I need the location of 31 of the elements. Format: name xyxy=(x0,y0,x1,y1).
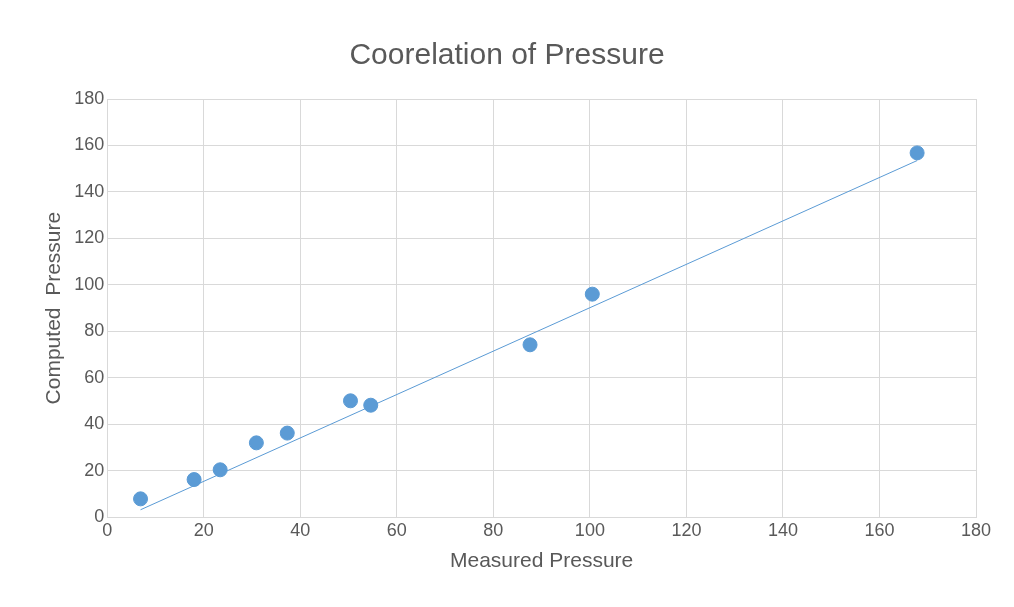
x-tick-label: 180 xyxy=(960,519,992,540)
x-tick-label: 60 xyxy=(386,519,407,540)
y-tick-label: 120 xyxy=(74,227,105,248)
point xyxy=(186,472,202,488)
point xyxy=(584,286,600,302)
x-tick-label: 20 xyxy=(193,519,214,540)
y-tick-label: 20 xyxy=(84,459,105,480)
point xyxy=(909,145,925,161)
y-tick-label: 80 xyxy=(84,320,105,341)
x-tick-label: 140 xyxy=(767,519,798,540)
x-tick-label: 40 xyxy=(290,519,311,540)
y-tick-label: 100 xyxy=(74,273,105,294)
point xyxy=(133,491,149,507)
point xyxy=(522,337,538,353)
y-tick-label: 140 xyxy=(74,180,105,201)
y-tick-label: 180 xyxy=(74,87,105,108)
point xyxy=(248,435,264,451)
point xyxy=(212,462,228,478)
x-tick-label: 160 xyxy=(864,519,895,540)
x-axis-title: Measured Pressure xyxy=(449,548,634,572)
point xyxy=(342,393,358,409)
y-axis-title: Computed Pressure xyxy=(41,211,65,405)
chart-title: Coorelation of Pressure xyxy=(349,37,665,71)
y-tick-label: 160 xyxy=(74,134,105,155)
point xyxy=(279,425,295,441)
x-tick-label: 80 xyxy=(483,519,504,540)
x-tick-label: 100 xyxy=(574,519,605,540)
point xyxy=(363,397,379,413)
y-tick-label: 60 xyxy=(84,366,105,387)
y-tick-label: 40 xyxy=(84,413,105,434)
x-tick-label: 120 xyxy=(671,519,702,540)
